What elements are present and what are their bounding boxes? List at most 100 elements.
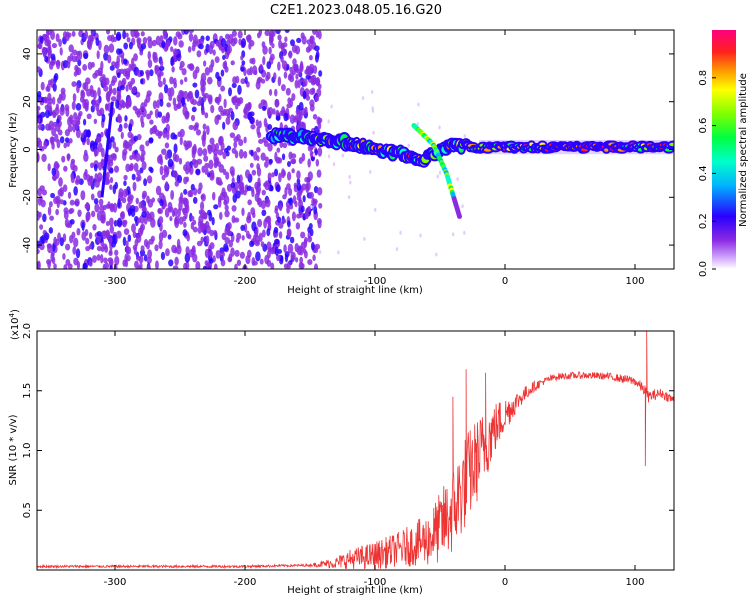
noise-speckle bbox=[201, 165, 206, 173]
noise-speckle bbox=[161, 174, 166, 181]
noise-speckle bbox=[451, 232, 455, 237]
noise-speckle bbox=[94, 173, 99, 181]
noise-speckle bbox=[37, 196, 42, 206]
noise-speckle bbox=[258, 103, 263, 110]
noise-speckle bbox=[190, 215, 195, 221]
noise-speckle bbox=[233, 141, 238, 149]
noise-speckle bbox=[231, 205, 237, 212]
noise-speckle bbox=[88, 260, 93, 267]
noise-speckle bbox=[262, 55, 266, 66]
noise-speckle bbox=[103, 52, 109, 61]
noise-speckle bbox=[148, 137, 154, 144]
noise-speckle bbox=[200, 72, 207, 83]
noise-speckle bbox=[164, 181, 169, 191]
noise-speckle bbox=[296, 37, 302, 44]
noise-speckle bbox=[179, 79, 184, 85]
noise-speckle bbox=[267, 221, 272, 230]
noise-speckle bbox=[296, 182, 302, 191]
ridge-blob bbox=[604, 148, 609, 152]
noise-speckle bbox=[226, 229, 232, 237]
noise-speckle bbox=[72, 246, 77, 255]
noise-speckle bbox=[59, 106, 65, 116]
noise-speckle bbox=[219, 211, 223, 220]
spectrogram-x-tick-label: 0 bbox=[502, 276, 508, 287]
noise-speckle bbox=[165, 112, 171, 120]
noise-speckle bbox=[247, 211, 252, 221]
noise-speckle bbox=[238, 149, 244, 159]
snr-x-tick-label: -200 bbox=[234, 577, 257, 588]
branch-blob bbox=[457, 213, 462, 219]
noise-speckle bbox=[84, 30, 89, 40]
noise-speckle bbox=[157, 73, 162, 82]
snr-series bbox=[37, 331, 674, 570]
noise-speckle bbox=[294, 79, 299, 89]
noise-speckle bbox=[192, 253, 198, 263]
spectrogram-y-label: Frequency (Hz) bbox=[8, 112, 19, 188]
noise-speckle bbox=[227, 222, 232, 230]
noise-speckle bbox=[129, 155, 134, 161]
noise-speckle bbox=[286, 171, 292, 181]
noise-speckle bbox=[274, 88, 278, 97]
noise-speckle bbox=[232, 120, 239, 131]
noise-speckle bbox=[288, 197, 294, 206]
noise-speckle bbox=[159, 98, 164, 107]
noise-speckle bbox=[182, 207, 186, 216]
noise-speckle bbox=[123, 228, 130, 235]
noise-speckle bbox=[226, 45, 232, 54]
noise-speckle bbox=[38, 211, 42, 218]
noise-speckle bbox=[113, 263, 118, 269]
noise-speckle bbox=[283, 244, 287, 253]
noise-speckle bbox=[172, 48, 179, 56]
noise-speckle bbox=[87, 61, 93, 70]
noise-speckle bbox=[161, 148, 167, 155]
noise-speckle bbox=[65, 258, 71, 266]
noise-speckle bbox=[289, 236, 295, 244]
noise-speckle bbox=[68, 44, 74, 53]
noise-speckle bbox=[269, 33, 274, 39]
noise-speckle bbox=[231, 96, 237, 104]
noise-speckle bbox=[314, 45, 320, 52]
noise-speckle bbox=[289, 66, 293, 73]
noise-speckle bbox=[40, 81, 45, 91]
noise-speckle bbox=[170, 189, 175, 200]
noise-speckle bbox=[107, 201, 111, 209]
noise-speckle bbox=[164, 153, 169, 160]
noise-speckle bbox=[96, 109, 103, 117]
noise-speckle bbox=[105, 30, 111, 35]
noise-speckle bbox=[231, 147, 237, 154]
noise-speckle bbox=[82, 262, 88, 269]
noise-speckle bbox=[204, 112, 209, 119]
snr-x-tick-label: 100 bbox=[625, 577, 644, 588]
noise-speckle bbox=[89, 175, 93, 186]
noise-speckle bbox=[177, 131, 182, 138]
noise-speckle bbox=[75, 248, 81, 259]
noise-speckle bbox=[53, 74, 57, 84]
noise-speckle bbox=[260, 99, 266, 105]
noise-speckle bbox=[167, 158, 174, 168]
noise-speckle bbox=[220, 259, 226, 267]
noise-speckle bbox=[286, 161, 291, 168]
noise-speckle bbox=[62, 60, 69, 69]
noise-speckle bbox=[83, 52, 89, 60]
noise-speckle bbox=[247, 199, 252, 206]
noise-speckle bbox=[140, 78, 144, 85]
noise-speckle bbox=[38, 42, 43, 50]
noise-speckle bbox=[138, 255, 144, 264]
noise-speckle bbox=[64, 129, 70, 137]
noise-speckle bbox=[219, 251, 226, 258]
noise-speckle bbox=[310, 228, 314, 237]
noise-speckle bbox=[284, 186, 288, 197]
noise-speckle bbox=[64, 137, 70, 143]
noise-speckle bbox=[282, 142, 288, 149]
noise-speckle bbox=[217, 75, 222, 82]
noise-speckle bbox=[251, 169, 257, 176]
noise-speckle bbox=[100, 158, 105, 167]
noise-speckle bbox=[66, 61, 71, 69]
noise-speckle bbox=[227, 256, 233, 263]
noise-speckle bbox=[114, 61, 120, 70]
noise-speckle bbox=[207, 94, 213, 103]
noise-speckle bbox=[80, 90, 86, 99]
noise-speckle bbox=[261, 229, 266, 238]
noise-speckle bbox=[281, 153, 286, 161]
